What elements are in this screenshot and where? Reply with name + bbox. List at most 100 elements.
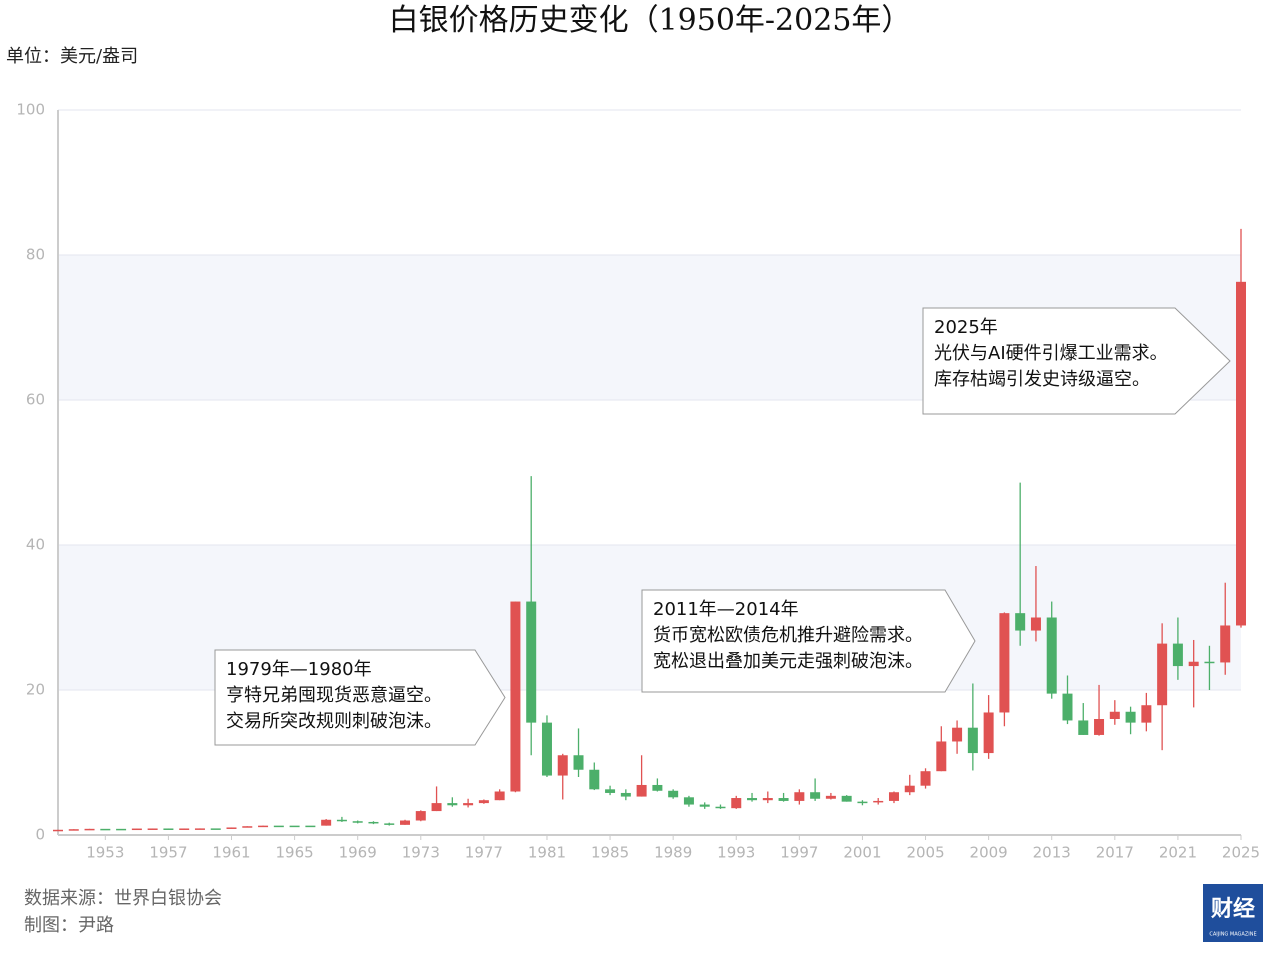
candle-body (400, 820, 411, 825)
candle-body (841, 795, 852, 802)
candle-body (194, 828, 205, 830)
candle-body (352, 821, 363, 823)
candle-body (873, 800, 884, 803)
y-tick-label: 80 (26, 246, 45, 264)
candle-body (336, 819, 347, 822)
candle-body (147, 828, 158, 830)
candle-body (794, 792, 805, 801)
x-tick-label: 1997 (780, 844, 818, 862)
callout (214, 649, 506, 746)
x-tick-label: 1957 (149, 844, 187, 862)
callout (641, 589, 976, 693)
candle-body (983, 712, 994, 754)
candle-body (84, 828, 95, 831)
y-tick-label: 40 (26, 536, 45, 554)
annotation-text: 库存枯竭引发史诗级逼空。 (934, 369, 1150, 390)
candle-body (1030, 617, 1041, 631)
candle-body (210, 828, 221, 830)
candle-body (715, 806, 726, 809)
x-tick-label: 1961 (212, 844, 250, 862)
candle-body (368, 821, 379, 824)
candle-body (494, 791, 505, 801)
x-tick-label: 2001 (843, 844, 881, 862)
annotation-text: 2011年—2014年 (653, 599, 799, 620)
candle-body (920, 771, 931, 786)
candle-body (68, 829, 79, 831)
x-tick-label: 1989 (654, 844, 692, 862)
x-tick-label: 1973 (402, 844, 440, 862)
candle-body (999, 613, 1010, 713)
candle-body (967, 727, 978, 754)
candle-body (747, 798, 758, 801)
x-tick-label: 1969 (339, 844, 377, 862)
candle-body (100, 828, 111, 831)
annotation-text: 1979年—1980年 (226, 659, 372, 680)
candle-body (131, 828, 142, 831)
x-tick-label: 2009 (970, 844, 1008, 862)
candle-body (1188, 661, 1199, 667)
candle-body (463, 803, 474, 806)
candle-body (778, 798, 789, 801)
x-tick-label: 1977 (465, 844, 503, 862)
annotation-text: 2025年 (934, 317, 998, 338)
candle-body (1078, 720, 1089, 735)
x-tick-label: 1985 (591, 844, 629, 862)
annotation-text: 货币宽松欧债危机推升避险需求。 (653, 625, 923, 646)
y-tick-label: 60 (26, 391, 45, 409)
candle-body (305, 825, 316, 828)
x-tick-label: 2025 (1222, 844, 1260, 862)
candle-body (1236, 281, 1246, 626)
candle-body (321, 819, 332, 826)
annotation-text: 宽松退出叠加美元走强刺破泡沫。 (653, 651, 923, 672)
candle-body (510, 601, 521, 792)
candle-body (526, 601, 537, 723)
candle-body (573, 755, 584, 770)
candle-body (936, 741, 947, 772)
candle-body (541, 722, 552, 776)
candle-body (53, 829, 63, 832)
author: 制图：尹路 (24, 915, 114, 936)
x-tick-label: 1965 (276, 844, 314, 862)
x-tick-label: 1993 (717, 844, 755, 862)
candle-body (620, 792, 631, 797)
candle-body (636, 784, 647, 797)
callout (922, 307, 1231, 415)
logo-sub: CAIJING MAGAZINE (1209, 932, 1256, 938)
candle-body (258, 825, 269, 828)
x-tick-label: 2013 (1033, 844, 1071, 862)
candle-body (557, 755, 568, 776)
y-axis-label: 单位：美元/盎司 (6, 46, 138, 67)
candle-body (179, 828, 190, 830)
candle-body (415, 811, 426, 821)
candle-body (699, 804, 710, 807)
candle-body (163, 828, 174, 830)
candle-body (273, 825, 284, 828)
candle-body (605, 789, 616, 793)
annotation-text: 亨特兄弟囤现货恶意逼空。 (226, 685, 442, 706)
candle-body (1204, 661, 1215, 664)
candle-body (1046, 617, 1057, 694)
candle-body (384, 823, 395, 825)
candle-body (668, 790, 679, 798)
candle-body (589, 769, 600, 790)
candle-body (242, 826, 253, 828)
candle-body (1062, 693, 1073, 721)
x-tick-label: 2017 (1096, 844, 1134, 862)
candle-body (289, 825, 300, 828)
y-tick-label: 0 (35, 826, 45, 844)
candle-body (431, 803, 442, 812)
candle-body (952, 727, 963, 742)
candle-body (478, 800, 489, 804)
annotation-text: 光伏与AI硬件引爆工业需求。 (934, 343, 1168, 364)
candle-body (888, 792, 899, 801)
candle-body (731, 798, 742, 809)
source: 数据来源：世界白银协会 (24, 888, 222, 909)
candle-body (1094, 719, 1105, 735)
logo-box (1203, 884, 1263, 942)
candle-body (1220, 625, 1231, 663)
logo-text: 财经 (1211, 896, 1255, 922)
candle-body (652, 784, 663, 791)
candle-body (1157, 643, 1168, 706)
candle-body (116, 828, 127, 831)
